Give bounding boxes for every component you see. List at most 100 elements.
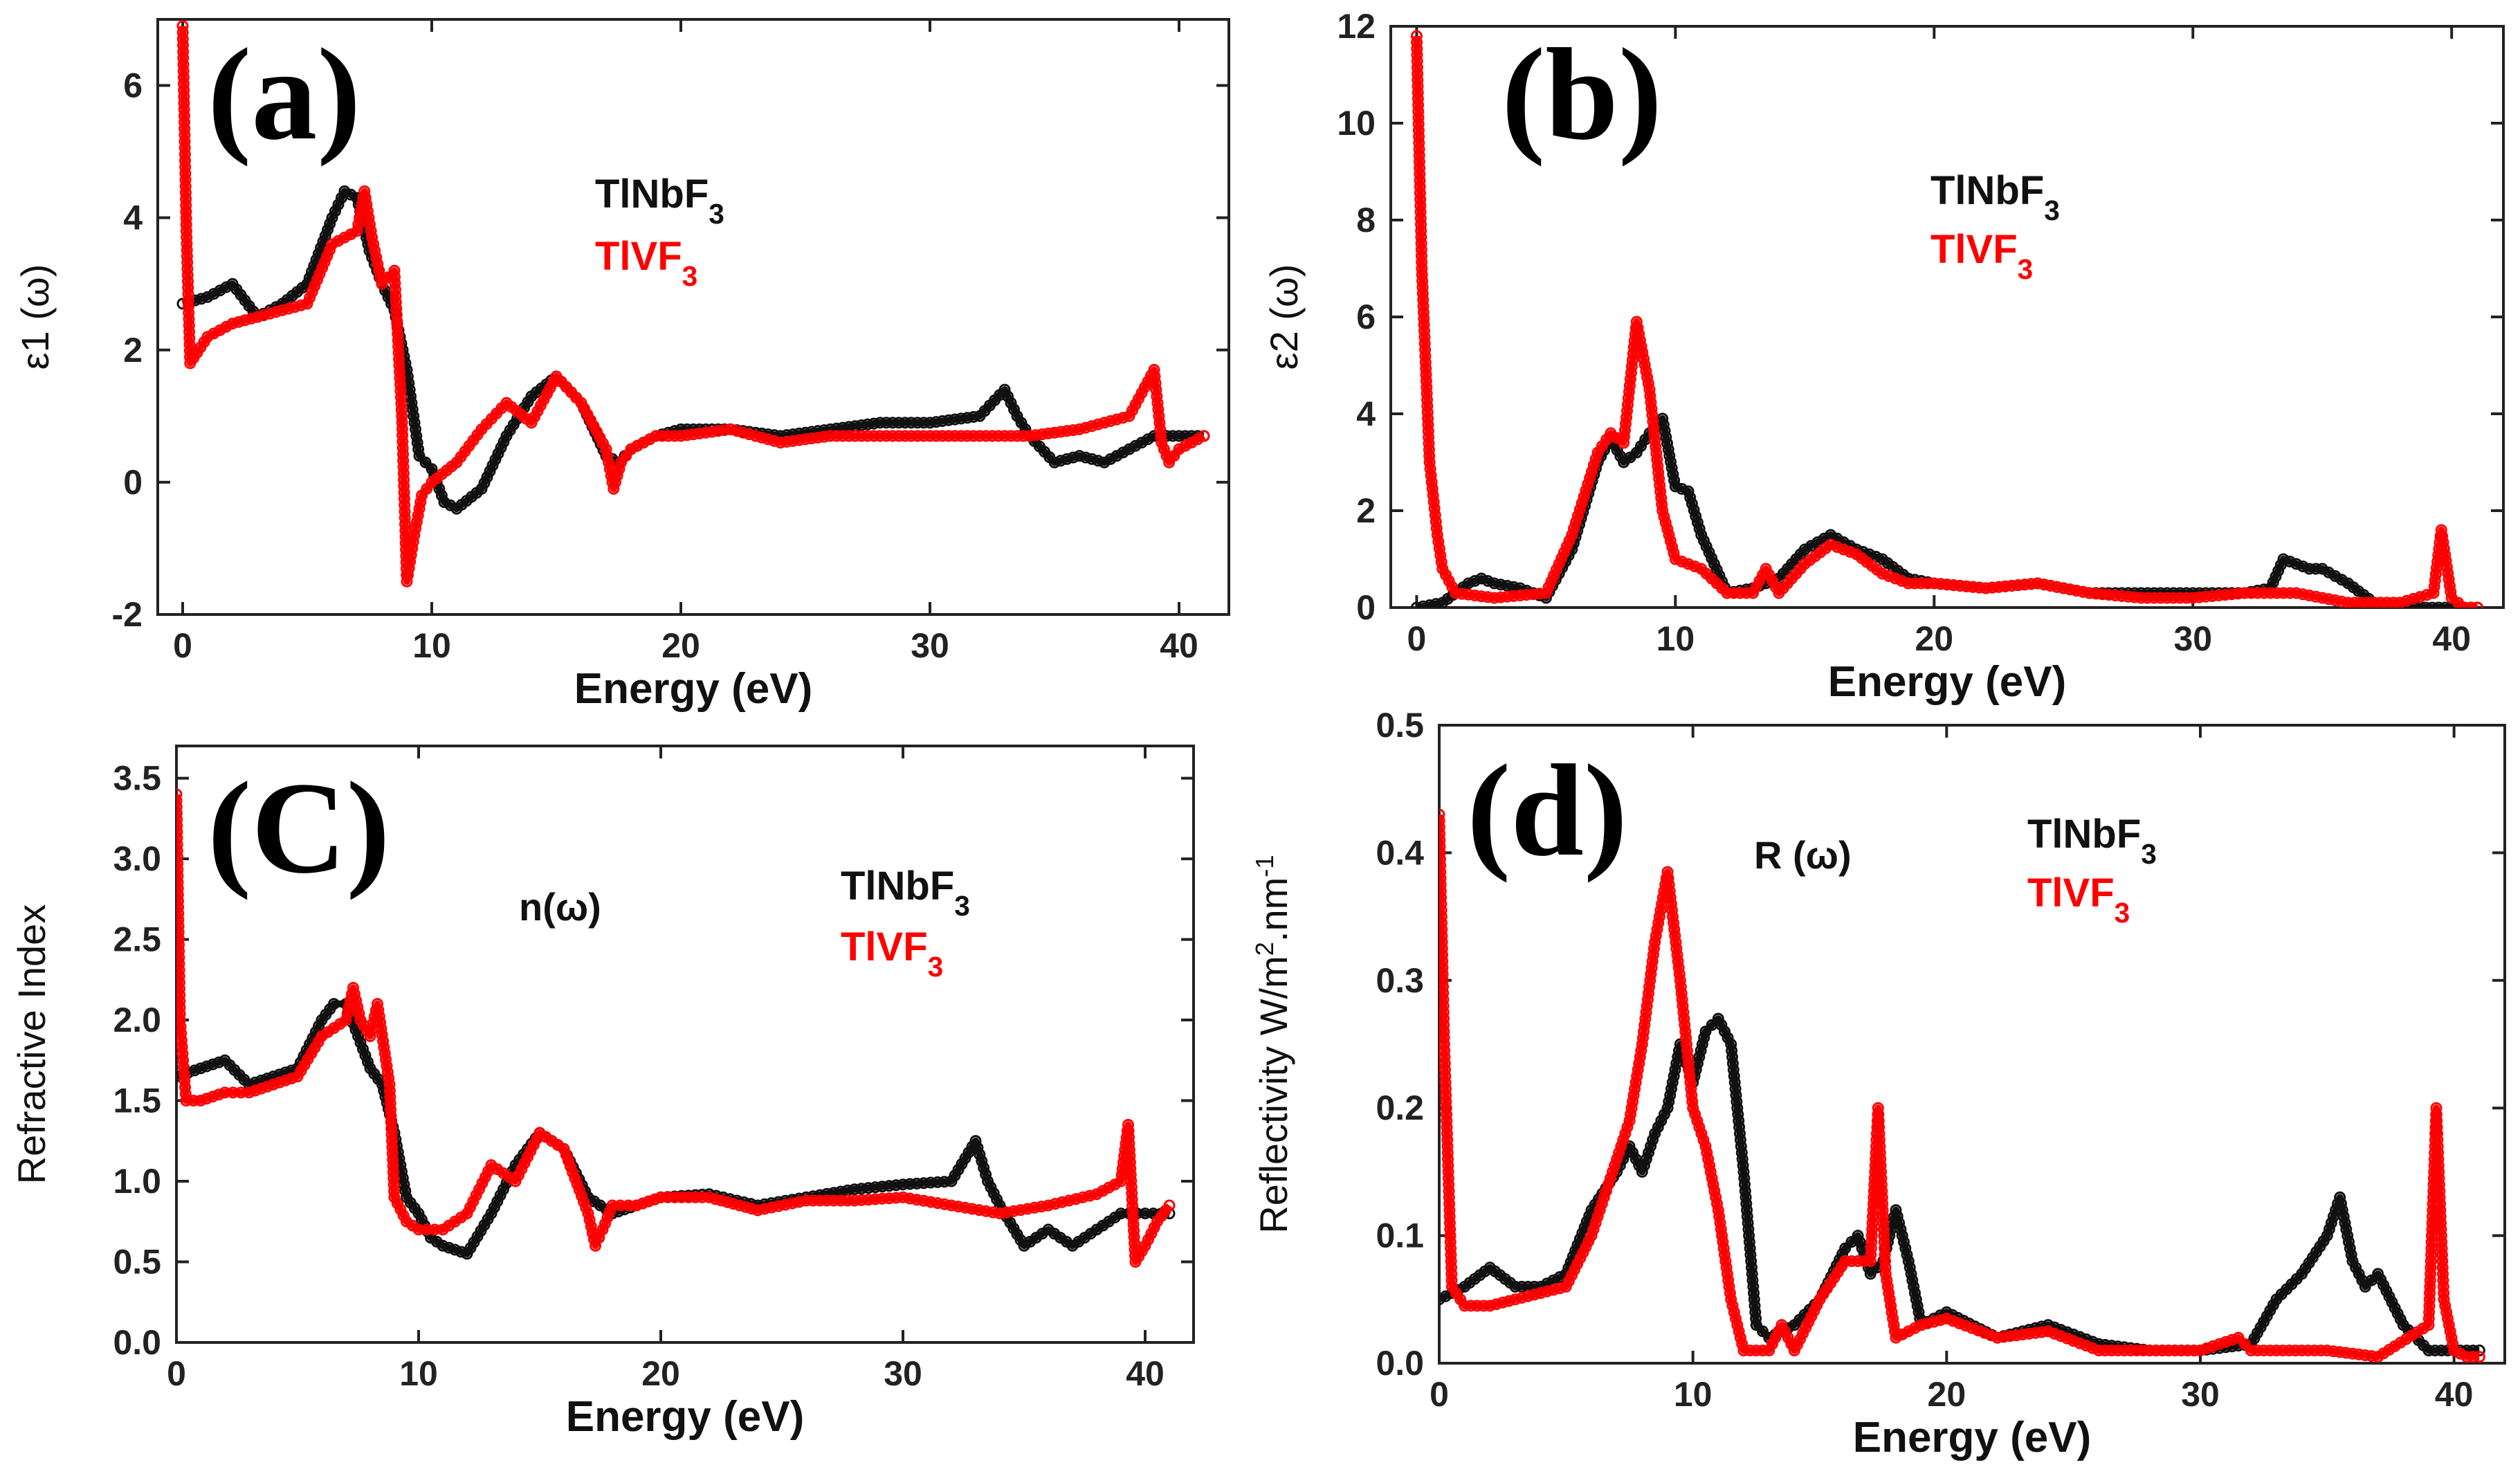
data-point bbox=[1672, 955, 1684, 967]
data-point bbox=[569, 1172, 581, 1185]
data-point bbox=[1772, 1325, 1784, 1338]
data-point bbox=[575, 397, 587, 409]
data-point bbox=[176, 851, 183, 863]
data-point bbox=[464, 1201, 476, 1214]
data-point bbox=[855, 1183, 868, 1195]
series-markers-TlVF3 bbox=[176, 788, 1176, 1268]
data-point bbox=[176, 801, 183, 813]
data-point bbox=[435, 489, 448, 502]
data-point bbox=[1746, 1268, 1758, 1280]
data-point bbox=[1077, 1191, 1089, 1203]
data-point bbox=[1439, 808, 1445, 821]
data-point bbox=[481, 471, 493, 483]
data-point bbox=[1420, 363, 1432, 374]
data-point bbox=[176, 832, 183, 844]
data-point bbox=[1912, 1306, 1925, 1318]
data-point bbox=[1652, 1121, 1664, 1133]
data-point bbox=[1679, 1019, 1691, 1031]
data-point bbox=[2460, 1351, 2473, 1363]
data-point bbox=[384, 1097, 396, 1109]
data-point bbox=[2427, 1191, 2439, 1203]
data-point bbox=[1633, 1159, 1645, 1172]
data-point bbox=[2329, 594, 2341, 606]
data-point bbox=[1896, 1329, 1908, 1340]
data-point bbox=[1866, 1223, 1879, 1235]
data-point bbox=[264, 307, 276, 320]
data-point bbox=[2375, 1273, 2387, 1286]
data-point bbox=[2372, 1268, 2384, 1280]
data-point bbox=[486, 459, 499, 471]
data-point bbox=[1441, 1133, 1454, 1146]
data-point bbox=[306, 286, 318, 298]
data-point bbox=[1707, 1178, 1719, 1191]
data-point bbox=[1411, 48, 1423, 61]
data-point bbox=[2430, 1108, 2443, 1120]
data-point bbox=[1734, 1127, 1746, 1140]
data-point bbox=[1728, 587, 1740, 599]
data-point bbox=[1021, 1203, 1034, 1215]
data-point bbox=[1681, 1038, 1692, 1050]
data-point bbox=[1185, 437, 1198, 449]
data-point bbox=[637, 437, 650, 449]
data-point bbox=[1469, 575, 1481, 587]
data-point bbox=[208, 327, 220, 340]
data-point bbox=[1117, 446, 1129, 459]
data-point bbox=[585, 414, 596, 426]
data-point bbox=[393, 353, 405, 365]
data-point bbox=[942, 430, 955, 442]
data-point bbox=[398, 473, 410, 486]
data-point bbox=[1682, 1057, 1695, 1070]
data-point bbox=[2425, 1268, 2437, 1280]
data-point bbox=[1673, 968, 1686, 981]
data-point bbox=[2334, 1346, 2346, 1358]
data-point bbox=[2272, 565, 2285, 577]
data-point bbox=[917, 430, 930, 442]
data-point bbox=[2427, 1210, 2438, 1223]
data-point bbox=[1501, 590, 1513, 603]
data-point bbox=[1721, 587, 1733, 599]
data-point bbox=[291, 1070, 304, 1083]
data-point bbox=[1711, 1198, 1723, 1210]
data-point bbox=[687, 428, 700, 441]
data-point bbox=[494, 1189, 506, 1201]
series-group bbox=[176, 788, 1176, 1268]
data-point bbox=[1868, 1191, 1880, 1203]
data-point bbox=[978, 1162, 990, 1174]
data-point bbox=[1645, 396, 1657, 408]
data-point bbox=[1872, 1102, 1884, 1114]
data-point bbox=[1872, 1108, 1885, 1120]
data-point bbox=[1893, 1217, 1906, 1229]
data-point bbox=[1555, 552, 1568, 565]
data-point bbox=[1054, 455, 1067, 467]
data-point bbox=[176, 913, 185, 926]
data-point bbox=[1441, 1121, 1453, 1133]
data-point bbox=[2424, 1274, 2436, 1286]
data-point bbox=[905, 417, 917, 429]
data-point bbox=[1844, 546, 1856, 558]
data-point bbox=[1688, 561, 1701, 572]
data-point bbox=[893, 430, 905, 442]
data-point bbox=[1676, 994, 1688, 1005]
data-point bbox=[2420, 589, 2433, 601]
data-point bbox=[1435, 556, 1448, 568]
data-point bbox=[2400, 594, 2413, 607]
data-point bbox=[1414, 162, 1426, 174]
data-point bbox=[1421, 400, 1434, 412]
data-point bbox=[282, 302, 295, 315]
data-point bbox=[1831, 541, 1843, 553]
data-point bbox=[1417, 306, 1430, 318]
data-point bbox=[1906, 1274, 1919, 1286]
data-point bbox=[1953, 1317, 1966, 1329]
data-point bbox=[1439, 898, 1448, 910]
data-point bbox=[419, 456, 432, 468]
data-point bbox=[1654, 904, 1667, 916]
data-point bbox=[1423, 456, 1436, 468]
data-point bbox=[1421, 394, 1433, 406]
data-point bbox=[1160, 450, 1173, 462]
data-point bbox=[1858, 1255, 1870, 1267]
data-point bbox=[1879, 1268, 1892, 1280]
data-point bbox=[1876, 1191, 1888, 1203]
data-point bbox=[1875, 1165, 1888, 1178]
